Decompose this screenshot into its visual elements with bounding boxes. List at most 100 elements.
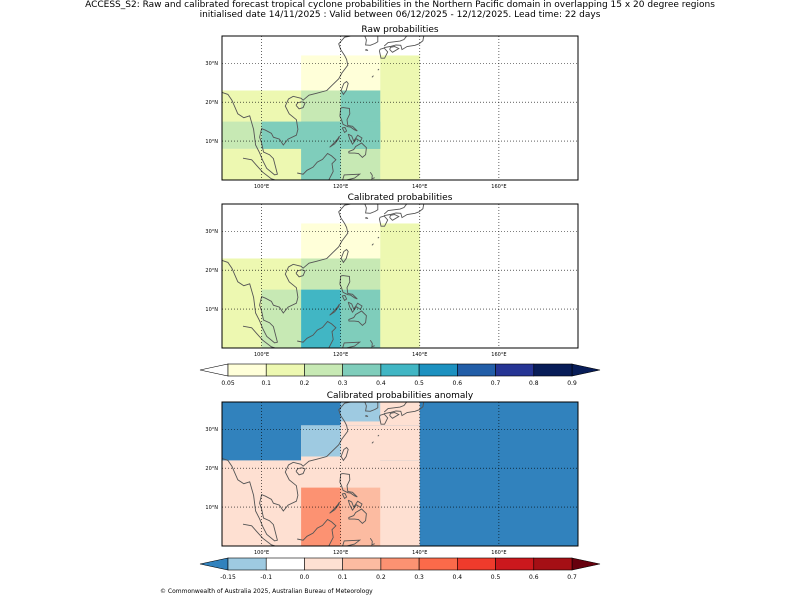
probability-cell bbox=[301, 258, 381, 290]
coastline bbox=[342, 341, 362, 348]
coastline bbox=[383, 402, 408, 413]
probability-cell bbox=[340, 487, 381, 546]
coastline bbox=[342, 539, 362, 546]
coastline bbox=[340, 248, 349, 264]
colorbar-tick-label: 0.6 bbox=[529, 574, 539, 581]
coastline bbox=[329, 303, 340, 316]
colorbar-tick-label: 0.4 bbox=[453, 574, 463, 581]
coastline bbox=[348, 508, 367, 525]
colorbar-under-extend bbox=[199, 557, 229, 571]
x-tick-label: 160°E bbox=[491, 550, 506, 556]
coastline bbox=[369, 537, 375, 546]
coastline bbox=[347, 301, 363, 314]
colorbar-tick-label: 0.7 bbox=[491, 380, 501, 387]
colorbar-tick-label: 0.4 bbox=[376, 380, 386, 387]
coastline bbox=[242, 157, 276, 180]
y-tick-label: 30°N bbox=[205, 229, 218, 235]
panel-frame bbox=[221, 203, 579, 349]
probability-cell bbox=[340, 402, 381, 422]
y-tick-label: 10°N bbox=[205, 139, 218, 145]
colorbar-over-extend bbox=[571, 363, 601, 377]
x-tick-label: 120°E bbox=[333, 550, 348, 556]
colorbar-segment bbox=[304, 363, 343, 377]
coastline bbox=[365, 49, 369, 51]
coastline bbox=[348, 310, 367, 327]
colorbar-tick-label: 0.05 bbox=[221, 380, 235, 387]
coastline bbox=[295, 467, 306, 476]
probability-cell bbox=[261, 289, 302, 348]
panel-plot-area bbox=[222, 204, 578, 348]
colorbar-segment bbox=[418, 363, 458, 377]
coastline bbox=[383, 36, 408, 47]
coastline bbox=[378, 47, 389, 59]
colorbar-segment bbox=[380, 363, 420, 377]
probability-cell bbox=[340, 289, 381, 348]
y-tick-label: 20°N bbox=[205, 268, 218, 274]
figure-title-line1: ACCESS_S2: Raw and calibrated forecast t… bbox=[85, 0, 715, 10]
colorbar-tick-label: 0.1 bbox=[338, 574, 348, 581]
coastline bbox=[389, 46, 400, 53]
colorbar-tick-label: 0.9 bbox=[567, 380, 577, 387]
colorbar-segment bbox=[418, 557, 458, 571]
coastline bbox=[222, 36, 351, 176]
colorbar-segment bbox=[342, 363, 382, 377]
colorbar-tick-label: 0.2 bbox=[300, 380, 310, 387]
panel-2: 100°E 120°E 140°E 160°E 10°N 20°N 30°N Calibrat… bbox=[205, 193, 579, 358]
x-tick-label: 100°E bbox=[254, 352, 269, 358]
y-tick-label: 30°N bbox=[205, 427, 218, 433]
colorbar-segment bbox=[457, 557, 496, 571]
panel-plot-area bbox=[222, 36, 578, 180]
panel-frame bbox=[221, 401, 579, 547]
coastline bbox=[378, 215, 389, 227]
colorbar-segment bbox=[227, 363, 267, 377]
coastline bbox=[347, 499, 363, 512]
colorbar-segment bbox=[533, 557, 573, 571]
coastline bbox=[365, 217, 369, 219]
coastline bbox=[383, 204, 408, 215]
coastline bbox=[378, 413, 389, 425]
colorbar-probability: 0.05 0.1 0.2 0.3 0.4 0.5 0.6 0.7 0.8 0.9 bbox=[199, 363, 601, 387]
colorbar-segment bbox=[495, 363, 535, 377]
coastline bbox=[371, 75, 374, 78]
x-tick-label: 140°E bbox=[412, 550, 427, 556]
panel-plot-area bbox=[222, 402, 578, 546]
figure-title-line2: initialised date 14/11/2025 : Valid betw… bbox=[199, 10, 601, 20]
coastline bbox=[377, 236, 380, 239]
y-tick-label: 10°N bbox=[205, 505, 218, 511]
x-tick-label: 120°E bbox=[333, 352, 348, 358]
coastline bbox=[242, 523, 276, 546]
colorbar-tick-label: 0.8 bbox=[529, 380, 539, 387]
x-tick-label: 120°E bbox=[333, 184, 348, 190]
coastline bbox=[364, 402, 379, 412]
coastline bbox=[369, 171, 375, 180]
coastline bbox=[383, 36, 425, 51]
y-tick-label: 10°N bbox=[205, 307, 218, 313]
x-tick-label: 140°E bbox=[412, 352, 427, 358]
coastline bbox=[295, 269, 306, 278]
colorbar-segment bbox=[457, 363, 496, 377]
panel-title: Calibrated probabilities bbox=[348, 193, 453, 203]
colorbar-tick-label: 0.3 bbox=[414, 574, 424, 581]
colorbar-segment bbox=[265, 363, 305, 377]
probability-cell bbox=[301, 456, 381, 488]
coastline bbox=[340, 446, 349, 462]
coastline bbox=[364, 36, 379, 46]
colorbar-segment bbox=[495, 557, 535, 571]
y-tick-label: 20°N bbox=[205, 100, 218, 106]
colorbar-segment bbox=[304, 557, 343, 571]
coastline bbox=[389, 412, 400, 419]
coastline bbox=[339, 473, 358, 498]
coastline bbox=[371, 441, 374, 444]
coastline bbox=[383, 204, 425, 219]
x-tick-label: 160°E bbox=[491, 184, 506, 190]
coastline bbox=[297, 320, 337, 348]
coastline bbox=[377, 68, 380, 71]
colorbar-tick-label: 0.5 bbox=[491, 574, 501, 581]
probability-cell bbox=[301, 425, 341, 461]
y-tick-label: 20°N bbox=[205, 466, 218, 472]
coastline bbox=[222, 402, 351, 542]
coastline bbox=[369, 339, 375, 348]
colorbar-tick-label: 0.7 bbox=[567, 574, 577, 581]
coastline bbox=[389, 214, 400, 221]
coastline bbox=[347, 133, 363, 146]
